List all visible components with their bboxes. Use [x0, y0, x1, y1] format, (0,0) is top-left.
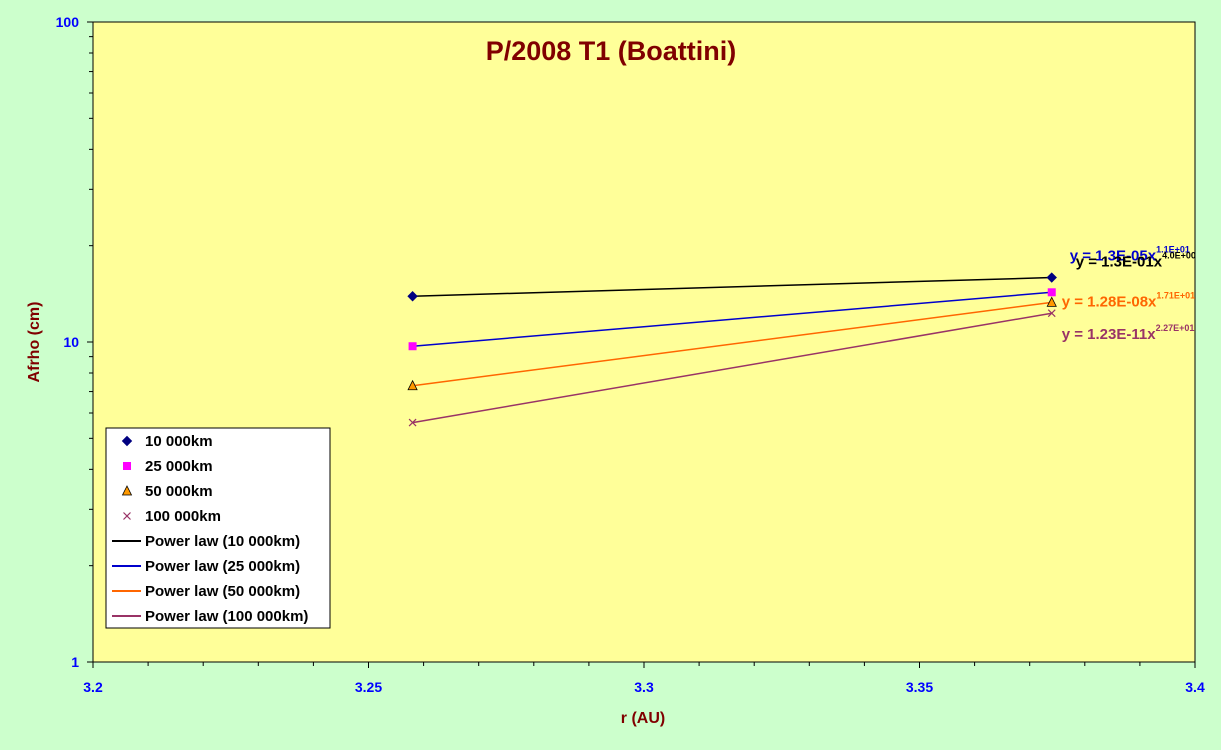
data-point-x — [1047, 309, 1056, 318]
trendline — [412, 301, 1052, 387]
trendline-equation: y = 1.3E-05x1.1E+01 — [1070, 244, 1190, 264]
trendline-equations: y = 1.3E-05x1.1E+01y = 1.3E-01x4.0E+00 y … — [1062, 244, 1196, 343]
data-point-triangle — [1046, 296, 1057, 307]
y-tick-label: 10 — [63, 334, 79, 350]
trendline-equation: y = 1.3E-01x4.0E+00 — [1076, 251, 1196, 271]
x-tick-label: 3.3 — [634, 679, 654, 695]
data-point-diamond — [407, 291, 418, 302]
axes: 3.2 3.25 3.3 3.35 3.4 1 10 100 — [56, 14, 1205, 695]
trendline — [412, 276, 1052, 297]
trendline-equation: y = 1.28E-08x1.71E+01 — [1062, 290, 1195, 310]
data-point-diamond — [1046, 272, 1057, 283]
x-tick-label: 3.35 — [906, 679, 933, 695]
data-point-triangle — [407, 379, 418, 391]
data-point-square — [1047, 288, 1056, 297]
trendline-equation: y = 1.23E-11x2.27E+01 — [1062, 323, 1195, 343]
legend-symbol — [123, 462, 131, 470]
legend-symbol — [123, 512, 131, 520]
legend-box — [105, 427, 331, 629]
legend-label: Power law (25 000km) — [145, 558, 300, 575]
legend-label: Power law (10 000km) — [145, 533, 300, 550]
y-axis-title: Afrho (cm) — [26, 302, 43, 383]
legend-label: 100 000km — [145, 508, 221, 525]
x-axis-title: r (AU) — [621, 710, 665, 727]
legend-symbol — [121, 435, 133, 447]
legend-label: 10 000km — [145, 433, 213, 450]
legend-label: 25 000km — [145, 458, 213, 475]
data-point-square — [408, 342, 417, 351]
legend-label: 50 000km — [145, 483, 213, 500]
data-point-x — [408, 418, 417, 427]
y-tick-label: 100 — [56, 14, 80, 30]
y-tick-label: 1 — [71, 654, 79, 670]
trendline — [412, 312, 1052, 424]
x-tick-label: 3.4 — [1185, 679, 1205, 695]
x-tick-label: 3.2 — [83, 679, 103, 695]
legend-symbol — [121, 485, 133, 496]
legend-label: Power law (50 000km) — [145, 583, 300, 600]
x-tick-label: 3.25 — [355, 679, 382, 695]
trendline — [412, 291, 1052, 347]
legend-label: Power law (100 000km) — [145, 608, 308, 625]
chart-title: P/2008 T1 (Boattini) — [486, 36, 737, 66]
data-points — [407, 272, 1057, 427]
trendlines — [412, 276, 1052, 424]
legend: 10 000km 25 000km 50 000km 100 000km Power l… — [105, 427, 331, 629]
